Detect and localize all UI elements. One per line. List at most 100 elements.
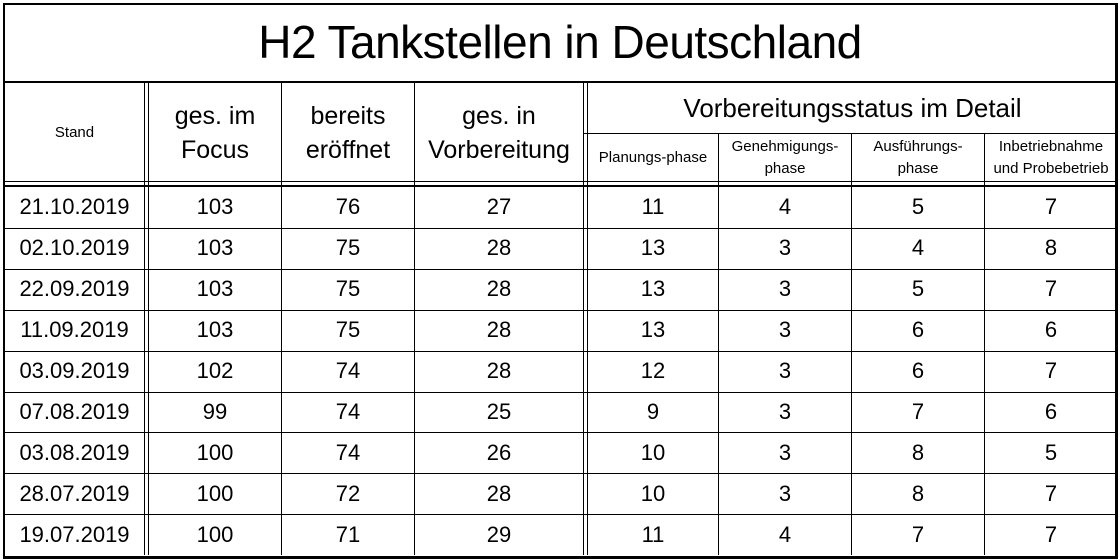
cell-genehmigung: 3: [778, 439, 792, 465]
cell-eroeffnet: 76: [335, 194, 361, 220]
cell-ausfuehrung: 6: [911, 317, 925, 343]
header-line: ges. in: [462, 101, 536, 130]
cell-vorbereitung: 28: [486, 317, 512, 343]
cell-inbetriebnahme: 5: [1044, 439, 1058, 465]
header-line: Genehmigungs-: [731, 137, 839, 155]
col-divider: [148, 83, 149, 555]
cell-genehmigung: 3: [778, 235, 792, 261]
cell-inbetriebnahme: 6: [1044, 317, 1058, 343]
col-divider: [583, 83, 584, 555]
cell-genehmigung: 4: [778, 194, 792, 220]
cell-stand: 03.09.2019: [19, 358, 130, 384]
header-ausfuehrungsphase: Ausführungs- phase: [852, 134, 984, 181]
header-line: phase: [897, 159, 939, 177]
cell-inbetriebnahme: 6: [1044, 398, 1058, 424]
cell-genehmigung: 3: [778, 358, 792, 384]
col-divider: [281, 83, 282, 555]
cell-ausfuehrung: 4: [911, 235, 925, 261]
table-frame: [3, 3, 1118, 559]
col-divider: [984, 133, 985, 555]
cell-stand: 02.10.2019: [19, 235, 130, 261]
cell-genehmigung: 3: [778, 276, 792, 302]
cell-inbetriebnahme: 7: [1044, 521, 1058, 547]
cell-genehmigung: 3: [778, 480, 792, 506]
row-divider: [3, 432, 1117, 433]
cell-eroeffnet: 75: [335, 276, 361, 302]
header-line: Vorbereitung: [428, 135, 570, 164]
cell-focus: 100: [196, 480, 234, 506]
cell-eroeffnet: 75: [335, 235, 361, 261]
col-divider: [144, 83, 145, 555]
cell-stand: 11.09.2019: [20, 317, 129, 343]
cell-eroeffnet: 74: [335, 358, 361, 384]
cell-ausfuehrung: 7: [911, 521, 925, 547]
cell-vorbereitung: 26: [486, 439, 512, 465]
cell-planung: 10: [640, 480, 666, 506]
header-genehmigungsphase: Genehmigungs- phase: [719, 134, 851, 181]
cell-vorbereitung: 25: [486, 398, 512, 424]
cell-planung: 9: [646, 398, 660, 424]
cell-stand: 07.08.2019: [19, 398, 130, 424]
row-divider: [3, 473, 1117, 474]
header-line: eröffnet: [305, 135, 391, 164]
cell-vorbereitung: 28: [486, 358, 512, 384]
header-bereits-eroeffnet: bereits eröffnet: [282, 84, 414, 181]
cell-planung: 13: [640, 317, 666, 343]
cell-focus: 99: [202, 398, 228, 424]
cell-vorbereitung: 28: [486, 276, 512, 302]
cell-focus: 103: [196, 276, 234, 302]
cell-ausfuehrung: 5: [911, 194, 925, 220]
cell-stand: 22.09.2019: [19, 276, 130, 302]
cell-planung: 13: [640, 276, 666, 302]
cell-stand: 03.08.2019: [19, 439, 130, 465]
row-divider: [3, 514, 1117, 515]
row-divider: [3, 310, 1117, 311]
cell-stand: 19.07.2019: [19, 521, 130, 547]
header-line: Ausführungs-: [873, 137, 963, 155]
cell-focus: 103: [196, 194, 234, 220]
header-line: Planungs-phase: [598, 148, 708, 166]
cell-inbetriebnahme: 7: [1044, 358, 1058, 384]
cell-focus: 102: [196, 358, 234, 384]
header-ges-im-focus: ges. im Focus: [149, 84, 281, 181]
cell-planung: 10: [640, 439, 666, 465]
header-line: phase: [764, 159, 806, 177]
header-line: und Probebetrieb: [993, 159, 1109, 177]
col-divider: [587, 83, 588, 555]
row-divider: [3, 228, 1117, 229]
cell-ausfuehrung: 7: [911, 398, 925, 424]
header-planungsphase: Planungs-phase: [588, 134, 718, 181]
header-inbetriebnahme: Inbetriebnahme und Probebetrieb: [985, 134, 1117, 181]
cell-ausfuehrung: 6: [911, 358, 925, 384]
header-stand: Stand: [54, 123, 95, 141]
cell-genehmigung: 3: [778, 398, 792, 424]
header-ges-in-vorbereitung: ges. in Vorbereitung: [415, 84, 583, 181]
cell-planung: 12: [640, 358, 666, 384]
col-divider: [718, 133, 719, 555]
cell-inbetriebnahme: 7: [1044, 276, 1058, 302]
header-line: Focus: [180, 135, 250, 164]
table-title: H2 Tankstellen in Deutschland: [3, 3, 1117, 83]
row-divider: [3, 392, 1117, 393]
cell-planung: 11: [641, 194, 665, 220]
cell-eroeffnet: 74: [335, 398, 361, 424]
header-divider-2: [3, 185, 1117, 187]
cell-vorbereitung: 28: [486, 235, 512, 261]
cell-eroeffnet: 75: [335, 317, 361, 343]
cell-genehmigung: 3: [778, 317, 792, 343]
cell-eroeffnet: 71: [335, 521, 361, 547]
cell-stand: 28.07.2019: [19, 480, 130, 506]
cell-ausfuehrung: 8: [911, 480, 925, 506]
header-line: ges. im: [174, 101, 256, 130]
cell-vorbereitung: 28: [486, 480, 512, 506]
header-line: Inbetriebnahme: [998, 137, 1104, 155]
row-divider: [3, 351, 1117, 352]
cell-inbetriebnahme: 7: [1044, 194, 1058, 220]
cell-focus: 103: [196, 235, 234, 261]
cell-planung: 13: [640, 235, 666, 261]
col-divider: [414, 83, 415, 555]
cell-stand: 21.10.2019: [19, 194, 130, 220]
cell-focus: 100: [196, 439, 234, 465]
header-divider-1: [3, 181, 1117, 182]
cell-genehmigung: 4: [778, 521, 792, 547]
